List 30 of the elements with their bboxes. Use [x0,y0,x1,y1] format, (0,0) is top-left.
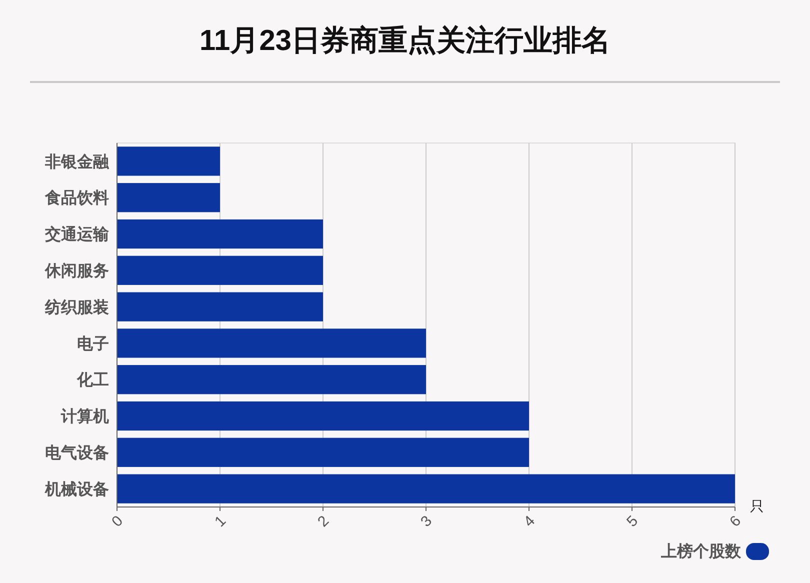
bar [117,401,529,431]
y-tick-label: 电子 [77,334,109,353]
y-tick-label: 计算机 [60,408,109,426]
bar [117,365,426,394]
y-tick-label: 化工 [76,371,109,390]
x-tick-label: 2 [314,512,332,530]
bar [117,256,323,285]
bar [117,474,735,504]
y-tick-label: 非银金融 [44,152,110,171]
y-tick-label: 休闲服务 [44,262,109,280]
y-tick-label: 机械设备 [44,480,109,498]
bar [117,219,323,249]
bar [117,183,220,212]
x-tick-label: 5 [624,512,642,530]
legend-label: 上榜个股数 [660,542,742,561]
x-tick-label: 1 [212,512,230,530]
y-tick-label: 食品饮料 [44,189,109,208]
chart-title: 11月23日券商重点关注行业排名 [200,24,610,57]
x-tick-label: 0 [108,512,126,530]
y-tick-label: 交通运输 [44,224,110,244]
bar [117,438,529,467]
bar [117,292,323,322]
x-tick-label: 3 [418,512,436,530]
y-tick-label: 纺织服装 [44,298,109,316]
x-tick-label: 6 [726,512,744,530]
x-tick-label: 4 [520,512,538,530]
y-tick-label: 电气设备 [45,444,109,462]
bar [117,146,220,176]
x-axis-title: 只 [750,498,764,514]
bar [117,328,426,358]
